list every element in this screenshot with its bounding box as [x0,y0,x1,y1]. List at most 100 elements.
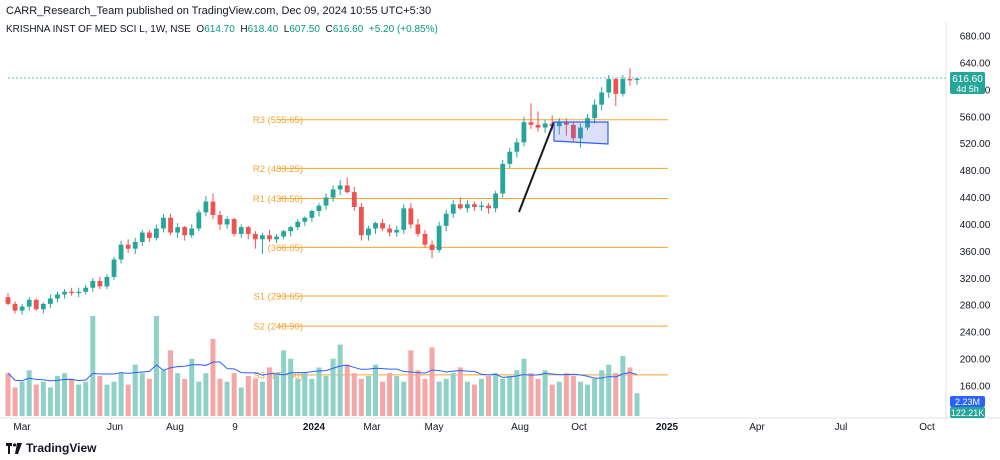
candle-body [48,298,53,304]
volume-bar [577,381,583,416]
candle-body [90,281,96,288]
candle-body [267,235,272,240]
volume-bar [613,373,619,416]
candle-body [224,219,230,225]
candle-body [585,118,590,128]
candle-body [620,79,626,94]
volume-bar [507,376,513,416]
candle-body [274,236,279,240]
candle-body [295,221,301,228]
volume-bar [40,381,46,416]
volume-bar [90,316,96,416]
volume-bar [585,384,591,416]
volume-bar [259,381,265,416]
volume-bar [358,378,364,416]
last-price-countdown: 4d 5h [956,84,979,94]
candle-body [514,142,520,152]
candle-body [429,244,435,251]
y-tick-label: 440.00 [960,193,991,204]
volume-bar [570,376,576,416]
volume-bar [182,378,188,416]
volume-bar [12,387,18,416]
volume-bar [26,370,32,416]
candle-body [245,227,251,234]
volume-bar [111,381,117,416]
pivot-levels: R3 (555.65) R2 (483.25) R1 (438.50) (366.05… [253,115,668,381]
candle-body [592,104,597,119]
y-tick-label: 320.00 [960,274,991,285]
volume-tag: 2.23M 122.21K [950,396,985,418]
volume-bar [252,378,258,416]
volume-value: 2.23M [955,397,980,407]
volume-bar [302,373,308,416]
x-tick-label: Apr [749,422,765,433]
candle-body [408,208,414,225]
volume-bar [83,381,89,416]
candle-body [528,122,534,125]
volume-bar [422,378,428,416]
candle-body [26,299,32,307]
volume-bar [542,370,548,416]
candle-body [521,122,527,143]
volume-bar [330,358,336,416]
candle-body [472,204,477,207]
candle-body [62,291,67,295]
volume-bar [217,378,223,416]
volume-bar [351,373,357,416]
volume-bar [175,373,181,416]
volume-bar [281,350,287,416]
candle-body [196,212,202,229]
volume-bar [606,364,612,416]
y-tick-label: 200.00 [960,355,991,366]
candle-body [5,297,11,304]
candle-body [281,231,287,237]
volume-bar [97,376,103,416]
candle-body [154,228,159,238]
volume-bar [153,316,159,416]
candle-body [231,219,237,234]
symbol-name: KRISHNA INST OF MED SCI L, 1W, NSE [6,24,191,35]
volume-bar [189,358,195,416]
x-tick-label: Mar [363,422,381,433]
candle-body [139,232,145,242]
time-axis: Mar Jun Aug 9 2024 Mar May Aug Oct 2025 Apr Jul Oct [13,422,935,433]
pivot-label: R1 (438.50) [253,194,303,205]
x-tick-label: Jun [107,422,123,433]
volume-bar [450,373,456,416]
volume-bar [62,373,68,416]
volume-bar [344,364,350,416]
candle-body [83,287,89,292]
volume-ma-line [7,361,638,382]
candle-body [76,291,82,294]
volume-bar [139,373,145,416]
candle-body [55,294,60,299]
candle-body [309,211,315,218]
candle-body [542,123,548,128]
candle-body [479,205,484,207]
open-label: O [196,24,205,35]
pivot-label: R3 (555.65) [253,115,303,126]
volume-bar [76,384,82,416]
x-tick-label: 2025 [656,422,679,433]
y-tick-label: 680.00 [960,32,991,43]
x-tick-label: Mar [13,422,31,433]
volume-bar [288,358,294,416]
candle-body [175,227,181,233]
candle-body [168,217,173,233]
symbol-legend: KRISHNA INST OF MED SCI L, 1W, NSE O614.… [6,24,438,35]
volume-bar [563,373,569,416]
candle-body [486,205,491,209]
consolidation-box [553,121,609,145]
volume-bar [401,381,407,416]
candle-body [161,217,166,229]
volume-bar [33,384,39,416]
volume-bar [365,376,371,416]
candle-body [578,127,583,139]
last-price-value: 616.60 [952,74,983,85]
candle-body [344,185,350,193]
candle-body [111,259,117,277]
tradingview-logo[interactable]: TradingView [6,441,96,455]
candle-body [132,241,138,249]
brand-text: TradingView [26,441,97,455]
